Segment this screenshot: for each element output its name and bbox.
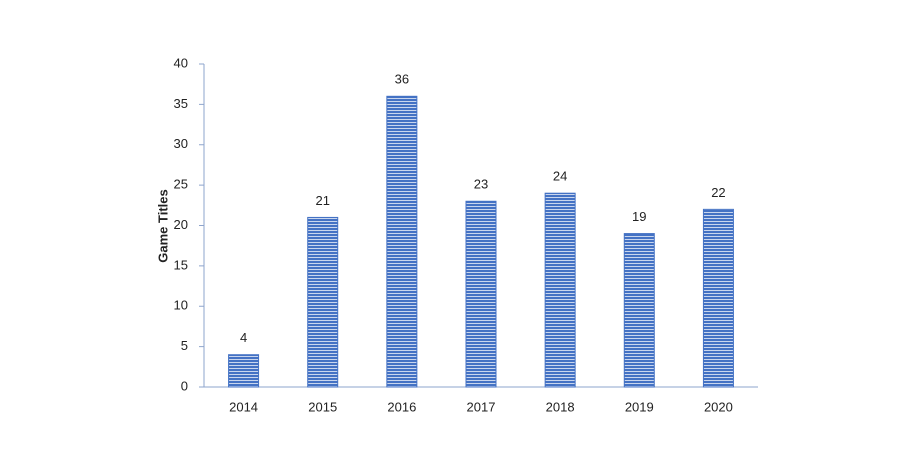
bar [623,233,655,388]
x-tick-label: 2020 [704,399,733,414]
y-tick-label: 40 [174,55,188,70]
y-tick-label: 20 [174,217,188,232]
data-label: 19 [632,209,646,224]
y-axis-title: Game Titles [155,189,170,262]
x-tick-label: 2015 [308,399,337,414]
y-tick-label: 0 [181,378,188,393]
data-label: 22 [711,185,725,200]
y-tick-label: 15 [174,257,188,272]
bar [228,354,260,388]
y-tick-label: 25 [174,177,188,192]
y-tick-label: 5 [181,338,188,353]
x-tick-label: 2019 [625,399,654,414]
data-label: 4 [240,330,247,345]
bar [702,208,734,388]
x-tick-label: 2018 [546,399,575,414]
data-label: 24 [553,169,567,184]
x-tick-label: 2017 [467,399,496,414]
bar [465,200,497,388]
data-label: 23 [474,177,488,192]
data-label: 36 [395,72,409,87]
y-tick-label: 10 [174,298,188,313]
x-tick-label: 2014 [229,399,258,414]
y-tick-label: 30 [174,136,188,151]
y-tick-label: 35 [174,96,188,111]
bar [307,216,339,388]
data-label: 21 [315,193,329,208]
x-tick-label: 2016 [387,399,416,414]
bar [386,95,418,388]
bar [544,192,576,388]
